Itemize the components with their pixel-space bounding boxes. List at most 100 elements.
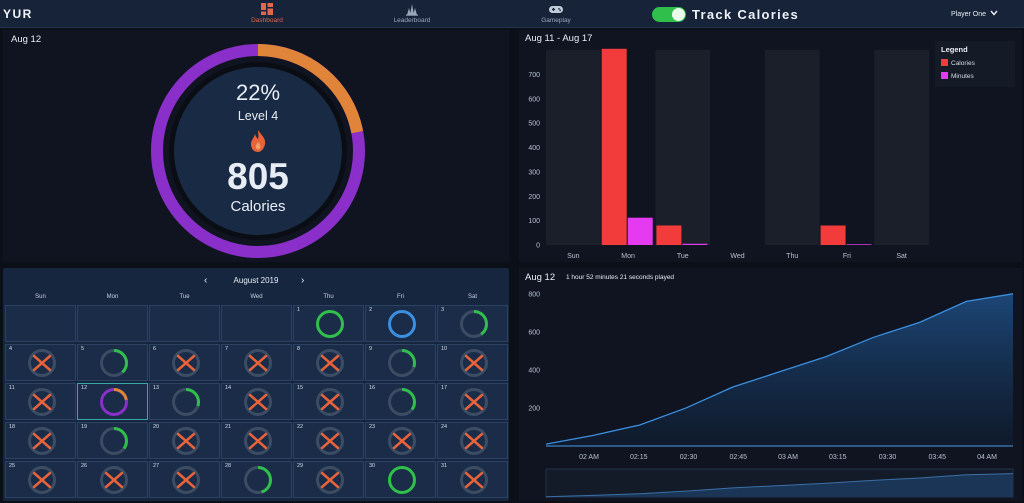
- day-number: 12: [81, 385, 88, 391]
- bar-minutes[interactable]: [627, 217, 653, 245]
- nav-leaderboard-label: Leaderboard: [393, 17, 431, 24]
- calendar-day-11[interactable]: 11: [5, 383, 76, 420]
- calendar-day-3[interactable]: 3: [437, 305, 508, 342]
- weekday-label: Tue: [179, 294, 190, 300]
- day-activity-ring: [460, 310, 488, 338]
- x-tick-label: Mon: [621, 253, 635, 260]
- ring-track: [172, 466, 200, 494]
- calendar-day-23[interactable]: 23: [365, 422, 436, 459]
- y-tick-label: 400: [528, 145, 540, 152]
- bar-minutes[interactable]: [682, 243, 708, 245]
- ring-progress: [388, 349, 416, 377]
- bar-calories[interactable]: [820, 225, 846, 246]
- calendar-day-9[interactable]: 9: [365, 344, 436, 381]
- missed-cross-icon: [320, 432, 340, 450]
- calendar-day-14[interactable]: 14: [221, 383, 292, 420]
- day-activity-ring: [100, 427, 128, 455]
- missed-cross-icon: [320, 354, 340, 372]
- x-tick-label: 02 AM: [579, 454, 599, 461]
- nav-leaderboard[interactable]: Leaderboard: [377, 2, 447, 24]
- missed-cross-icon: [176, 432, 196, 450]
- calendar-day-28[interactable]: 28: [221, 461, 292, 498]
- missed-cross-icon: [32, 354, 52, 372]
- day-activity-ring: [388, 310, 416, 338]
- day-number: 2: [369, 307, 373, 313]
- y-tick-label: 100: [528, 218, 540, 225]
- day-number: 20: [153, 424, 160, 430]
- calendar-day-29[interactable]: 29: [293, 461, 364, 498]
- prev-month-button[interactable]: ‹: [204, 275, 208, 286]
- calendar-day-4[interactable]: 4: [5, 344, 76, 381]
- day-activity-ring: [172, 427, 200, 455]
- calendar-day-30[interactable]: 30: [365, 461, 436, 498]
- calendar-day-7[interactable]: 7: [221, 344, 292, 381]
- bar-calories[interactable]: [656, 225, 682, 246]
- day-activity-ring: [100, 466, 128, 494]
- day-activity-ring: [316, 427, 344, 455]
- legend-label-calories: Calories: [951, 60, 975, 67]
- calendar-day-20[interactable]: 20: [149, 422, 220, 459]
- ring-progress: [151, 44, 365, 258]
- calendar-day-6[interactable]: 6: [149, 344, 220, 381]
- day-number: 16: [369, 385, 376, 391]
- calendar-day-10[interactable]: 10: [437, 344, 508, 381]
- calendar-day-21[interactable]: 21: [221, 422, 292, 459]
- calendar-day-8[interactable]: 8: [293, 344, 364, 381]
- day-activity-ring: [28, 388, 56, 416]
- day-number: 30: [369, 463, 376, 469]
- ring-progress: [100, 349, 128, 377]
- calendar-day-15[interactable]: 15: [293, 383, 364, 420]
- next-month-button[interactable]: ›: [301, 275, 305, 286]
- calendar-day-19[interactable]: 19: [77, 422, 148, 459]
- app-logo[interactable]: YUR: [3, 7, 33, 21]
- missed-cross-icon: [392, 432, 412, 450]
- session-area-chart: 200 400 600 800 02 AM 02:15 02:30 02:45 03 AM 03:…: [528, 291, 1014, 498]
- session-date: Aug 12: [525, 272, 556, 283]
- ring-track: [316, 349, 344, 377]
- day-number: 9: [369, 346, 373, 352]
- day-activity-ring: [28, 427, 56, 455]
- calendar-day-2[interactable]: 2: [365, 305, 436, 342]
- day-activity-ring: [460, 349, 488, 377]
- calendar-day-1[interactable]: 1: [293, 305, 364, 342]
- calendar-day-22[interactable]: 22: [293, 422, 364, 459]
- progress-percent: 22%: [235, 80, 281, 105]
- player-menu[interactable]: Player One: [951, 10, 998, 18]
- calendar-day-5[interactable]: 5: [77, 344, 148, 381]
- bar-minutes[interactable]: [846, 244, 872, 245]
- x-tick-label: Sun: [567, 253, 580, 260]
- calendar-day-17[interactable]: 17: [437, 383, 508, 420]
- calendar-day-25[interactable]: 25: [5, 461, 76, 498]
- calendar-day-12[interactable]: 12: [77, 383, 148, 420]
- chevron-down-icon: [990, 10, 998, 16]
- calendar-day-16[interactable]: 16: [365, 383, 436, 420]
- ring-progress: [172, 388, 200, 416]
- calendar-day-24[interactable]: 24: [437, 422, 508, 459]
- track-calories-toggle[interactable]: [652, 7, 686, 22]
- ring-track: [172, 349, 200, 377]
- day-number: 10: [441, 346, 448, 352]
- calories-unit: Calories: [230, 198, 286, 215]
- nav-dashboard[interactable]: Dashboard: [232, 2, 302, 24]
- nav-gameplay[interactable]: Gameplay: [521, 2, 591, 24]
- ring-progress: [388, 388, 416, 416]
- day-number: 17: [441, 385, 448, 391]
- day-activity-ring: [460, 427, 488, 455]
- calendar-day-18[interactable]: 18: [5, 422, 76, 459]
- day-activity-ring: [244, 466, 272, 494]
- ring-track: [460, 388, 488, 416]
- calendar-day-26[interactable]: 26: [77, 461, 148, 498]
- day-activity-ring: [28, 466, 56, 494]
- day-number: 3: [441, 307, 445, 313]
- day-activity-ring: [316, 349, 344, 377]
- ring-track: [172, 427, 200, 455]
- x-tick-label: Wed: [730, 253, 744, 260]
- calendar-day-31[interactable]: 31: [437, 461, 508, 498]
- missed-cross-icon: [464, 432, 484, 450]
- mode-title: Track Calories: [692, 7, 800, 22]
- ring-progress: [244, 466, 272, 494]
- ring-track: [244, 427, 272, 455]
- calendar-day-27[interactable]: 27: [149, 461, 220, 498]
- calendar-day-13[interactable]: 13: [149, 383, 220, 420]
- bar-calories[interactable]: [601, 48, 627, 245]
